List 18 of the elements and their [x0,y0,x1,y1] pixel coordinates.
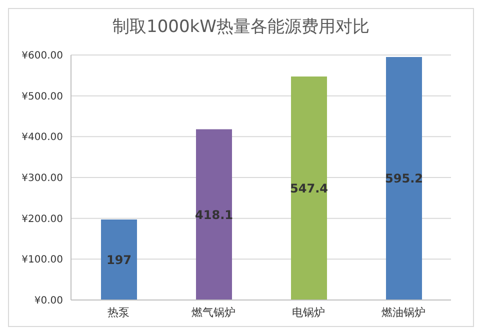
x-tick-label: 燃油锅炉 [382,306,426,319]
data-label: 595.2 [385,172,423,186]
y-tick-label: ¥500.00 [22,91,63,102]
y-tick-label: ¥200.00 [22,214,63,225]
x-tick-label: 电锅炉 [292,306,325,319]
bar [196,129,232,300]
y-tick-label: ¥0.00 [34,296,63,307]
bar [291,76,327,300]
data-label: 197 [106,253,132,268]
chart-title: 制取1000kW热量各能源费用对比 [112,16,370,39]
y-tick-label: ¥400.00 [22,132,63,144]
y-tick-label: ¥300.00 [22,173,63,184]
bar [386,56,422,300]
y-tick-label: ¥600.00 [22,50,63,62]
x-tick-label: 热泵 [108,306,130,319]
x-tick-label: 燃气锅炉 [192,306,236,319]
bar [101,220,137,300]
y-tick-label: ¥100.00 [22,254,63,266]
